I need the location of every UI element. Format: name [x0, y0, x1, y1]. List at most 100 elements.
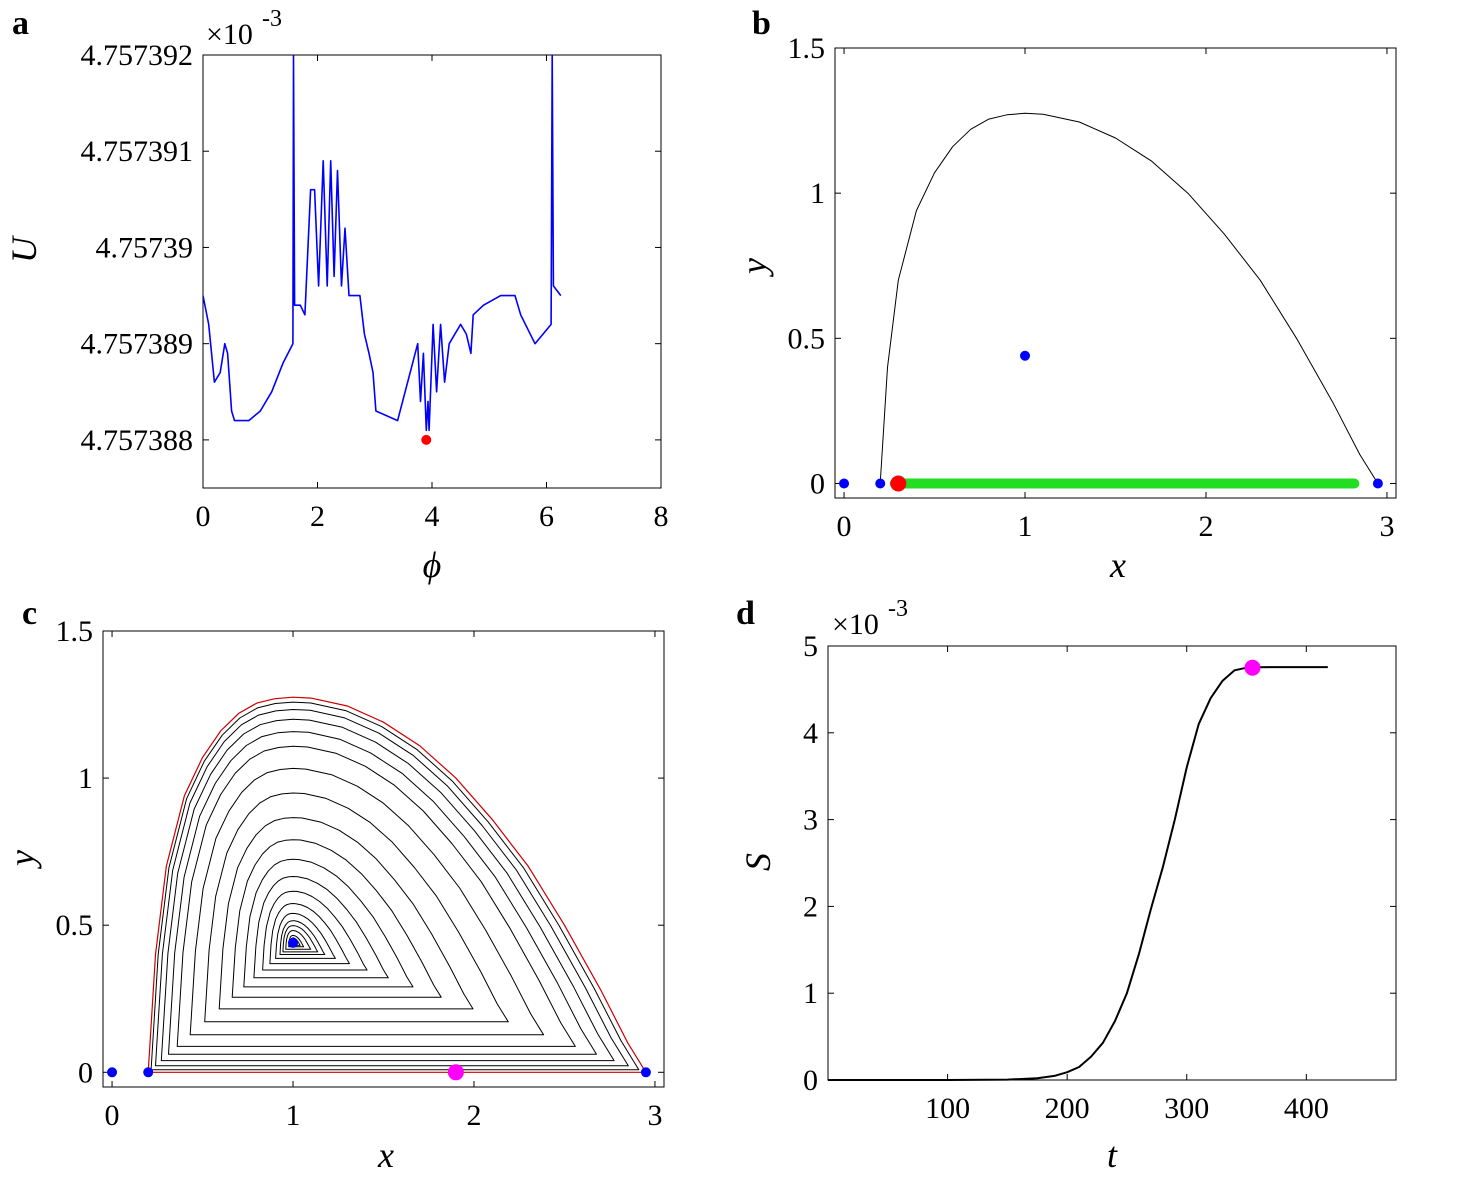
y-tick-label: 0 [803, 1064, 818, 1097]
y-tick-label: 0.5 [788, 322, 826, 355]
x-tick-label: 2 [466, 1099, 481, 1132]
x-tick-label: 400 [1284, 1092, 1329, 1125]
panel-d-ylabel: S [738, 853, 778, 871]
panel-a-axes-frame [202, 54, 662, 489]
panel-d-plot [828, 659, 1328, 1081]
blue-marker [288, 937, 299, 948]
blue-marker [107, 1067, 118, 1078]
y-tick-label: 1 [803, 977, 818, 1010]
panel-b-plot [839, 112, 1383, 492]
x-tick-label: 8 [654, 500, 669, 533]
blue-marker [1020, 350, 1031, 361]
orbit-curve [262, 890, 368, 971]
panel-c: c 0 1 2 3 0 0.5 1 1.5 x y [2, 595, 665, 1175]
orbit-curve [288, 935, 305, 948]
x-tick-label: 2 [310, 500, 325, 533]
y-tick-label: 1 [78, 762, 93, 795]
panel-c-axes-frame [102, 630, 665, 1088]
y-tick-label: 1.5 [788, 32, 826, 65]
panel-d-exponent: ×10 -3 [832, 596, 908, 641]
orbit-curve [282, 925, 319, 953]
blue-marker [640, 1067, 651, 1078]
panel-a: a ×10 -3 0 2 4 6 8 4.757388 4.757389 4.75739 4.7… [4, 5, 669, 585]
panel-b-ticks: 0 1 2 3 0 0.5 1 1.5 [788, 32, 1396, 543]
orbit-curve [150, 701, 640, 1071]
panel-a-exponent: ×10 -3 [206, 6, 282, 51]
panel-d: d ×10 -3 100 200 300 400 0 1 2 3 4 5 t S [736, 595, 1397, 1175]
panel-c-ylabel: y [2, 850, 42, 869]
x-tick-label: 300 [1164, 1092, 1209, 1125]
orbit-curve [155, 709, 629, 1067]
panel-c-plot [107, 696, 651, 1081]
panel-a-letter: a [12, 5, 29, 42]
panel-d-ticks: 100 200 300 400 0 1 2 3 4 5 [803, 630, 1396, 1125]
panel-a-exponent-base: ×10 [206, 18, 253, 51]
orbit-curve [176, 745, 576, 1047]
orbit-curve [218, 817, 474, 1010]
panel-d-exponent-power: -3 [888, 596, 908, 622]
panel-b-letter: b [752, 5, 771, 42]
y-tick-label: 4.757391 [81, 135, 194, 168]
panel-a-plot [203, 55, 562, 445]
x-tick-label: 4 [425, 500, 440, 533]
x-tick-label: 1 [286, 1099, 301, 1132]
orbit-curve [269, 903, 350, 965]
panel-a-ylabel: U [4, 235, 44, 263]
blue-marker [839, 478, 850, 489]
orbit-curve [160, 718, 615, 1062]
panel-b-axes-frame [834, 47, 1397, 499]
orbit-curve [253, 876, 389, 979]
y-tick-label: 0.5 [56, 909, 94, 942]
panel-b: b 0 1 2 3 0 0.5 1 1.5 x y [734, 5, 1397, 585]
orbit-curve [168, 731, 597, 1055]
red-marker [421, 434, 432, 445]
orbit-curve [279, 920, 326, 955]
x-tick-label: 6 [539, 500, 554, 533]
x-tick-label: 0 [105, 1099, 120, 1132]
orbit-curve [204, 792, 509, 1023]
x-tick-label: 3 [647, 1099, 662, 1132]
boundary-curve [879, 112, 1379, 484]
y-tick-label: 4.757388 [81, 424, 194, 457]
x-tick-label: 200 [1045, 1092, 1090, 1125]
orbit-curve [285, 930, 312, 950]
panel-a-xlabel: ϕ [423, 545, 442, 585]
y-tick-label: 0 [810, 467, 825, 500]
panel-b-ylabel: y [734, 258, 774, 277]
blue-marker [1372, 478, 1383, 489]
blue-marker [143, 1067, 154, 1078]
panel-a-exponent-power: -3 [262, 6, 282, 32]
series-line [828, 666, 1328, 1081]
x-tick-label: 100 [925, 1092, 970, 1125]
magenta-marker [1244, 659, 1261, 676]
panel-b-xlabel: x [1109, 545, 1126, 585]
y-tick-label: 4 [803, 717, 818, 750]
blue-marker [875, 478, 886, 489]
y-tick-label: 4.757389 [81, 328, 194, 361]
y-tick-label: 2 [803, 890, 818, 923]
y-tick-label: 3 [803, 804, 818, 837]
y-tick-label: 4.75739 [96, 231, 194, 264]
panel-c-letter: c [22, 595, 37, 632]
x-tick-label: 1 [1018, 510, 1033, 543]
orbit-curve [243, 858, 414, 988]
x-tick-label: 3 [1379, 510, 1394, 543]
panel-d-xlabel: t [1107, 1135, 1118, 1175]
x-tick-label: 2 [1198, 510, 1213, 543]
panel-d-letter: d [736, 595, 755, 632]
orbit-curve [275, 912, 336, 959]
x-tick-label: 0 [196, 500, 211, 533]
panel-c-ticks: 0 1 2 3 0 0.5 1 1.5 [56, 615, 664, 1132]
y-tick-label: 1 [810, 177, 825, 210]
panel-a-ticks: 0 2 4 6 8 4.757388 4.757389 4.75739 4.757391 4.75… [81, 39, 669, 533]
x-tick-label: 0 [837, 510, 852, 543]
magenta-marker [447, 1064, 464, 1081]
panel-d-axes-frame [827, 645, 1397, 1081]
panel-d-exponent-base: ×10 [832, 608, 879, 641]
y-tick-label: 1.5 [56, 615, 94, 648]
series-line [203, 55, 562, 432]
red-marker [890, 475, 907, 492]
orbit-curve [231, 839, 442, 998]
panel-c-xlabel: x [377, 1135, 394, 1175]
